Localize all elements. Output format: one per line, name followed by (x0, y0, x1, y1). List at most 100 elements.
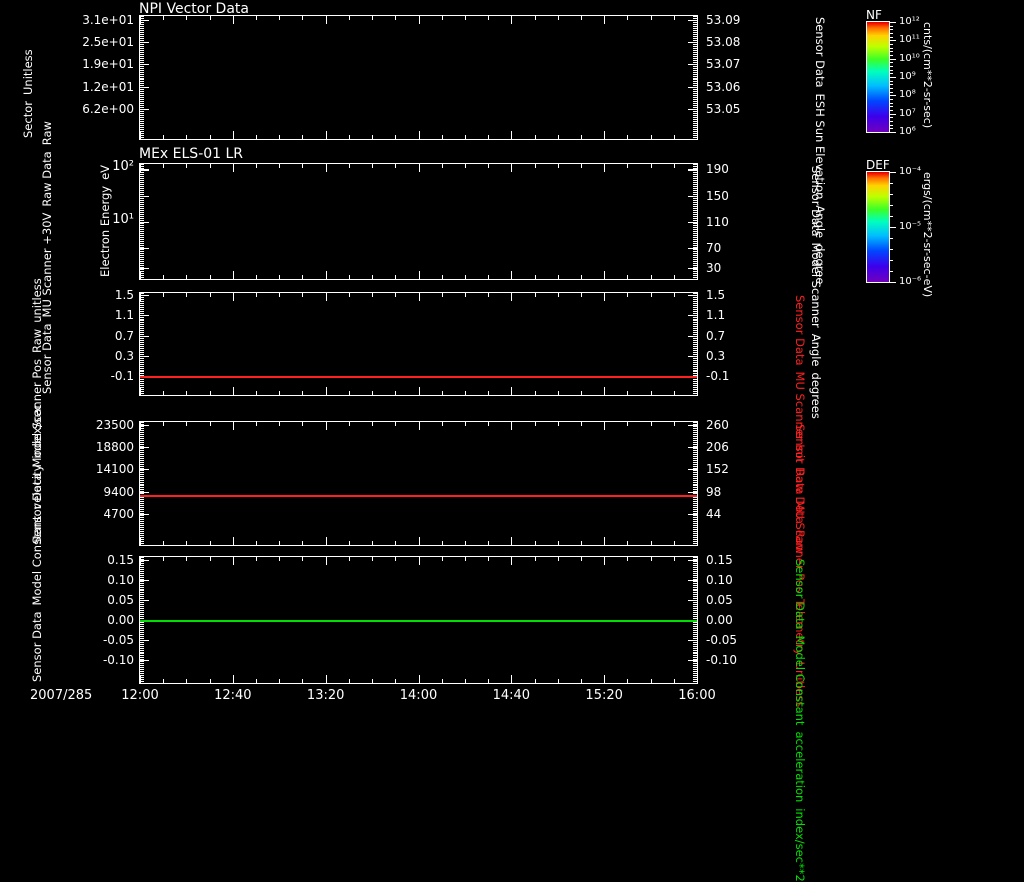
axis-tick-label: 14100 (95, 462, 134, 477)
axis-title-line: degrees (809, 372, 823, 419)
axis-tick-label: 53.05 (706, 102, 741, 117)
colorbar-nf-frame (866, 21, 890, 133)
npi-axis-ticks (139, 15, 698, 140)
panel-title-els: MEx ELS-01 LR (139, 146, 244, 162)
axis-tick-label: 98 (706, 484, 722, 499)
axis-tick-label: 1.1 (706, 308, 726, 323)
colorbar-tick-label: 10⁷ (899, 107, 916, 119)
panel-title-npi: NPI Vector Data (139, 1, 249, 17)
colorbar-tick-label: 10⁹ (899, 71, 916, 82)
axis-title-line: Angle (809, 333, 823, 367)
axis-tick-label: 0.7 (706, 328, 726, 343)
axis-title-line: Raw (40, 121, 54, 146)
axis-title-line: acceleration (793, 731, 807, 803)
colorbar-tick-label: 10⁸ (899, 89, 916, 101)
colorbar-nf-unit: cnts/(cm**2-sr-sec) (921, 22, 934, 129)
els-right-axis-title: Sensor Data Model Scanner Angle degrees (809, 166, 823, 419)
axis-title-line: Sensor Data (813, 17, 827, 88)
colorbar-tick-label: 10⁶ (899, 126, 916, 137)
axis-tick-label: 6.2e+00 (82, 102, 134, 117)
els-axis-ticks (139, 163, 698, 280)
axis-tick-label: 0.15 (107, 552, 134, 567)
scanpos-axis-ticks (139, 421, 698, 546)
axis-title-line: Raw Data (40, 151, 54, 207)
axis-tick-label: 0.00 (107, 613, 134, 627)
axis-title-line: Sensor Data (30, 611, 44, 682)
colorbar-title-nf: NF (866, 8, 882, 22)
axis-tick-label: 23500 (95, 417, 134, 432)
axis-title-line: index/sec (30, 403, 44, 459)
axis-tick-label: 3.1e+01 (82, 13, 134, 27)
xaxis-tick-label: 14:00 (399, 688, 438, 703)
axis-title-line: Raw (30, 328, 44, 353)
axis-tick-label: 0.05 (107, 592, 134, 607)
npi-left-axis-title: Sector Unitless (21, 49, 35, 138)
axis-tick-label: 30 (706, 261, 722, 276)
axis-tick-label: 150 (706, 188, 729, 203)
axis-tick-label: 0.10 (706, 572, 733, 587)
colorbar-nf (867, 22, 889, 132)
velocity-left-axis-title: Sensor Data Model Constant velocity inde… (30, 403, 44, 682)
els-left-axis-title: Electron Energy eV (98, 165, 112, 277)
velocity-right-axis-title: Sensor Data Model Constant acceleration … (793, 559, 807, 882)
axis-tick-label: 260 (706, 417, 729, 432)
axis-title-line: Electron Energy (98, 185, 112, 277)
axis-tick-label: 44 (706, 507, 722, 522)
axis-tick-label: 0.05 (706, 592, 733, 607)
axis-title-line: Sensor Data (793, 295, 807, 366)
colorbar-def-frame (866, 171, 890, 283)
axis-tick-label: 9400 (103, 484, 134, 499)
axis-title-line: Model Scanner (809, 242, 823, 328)
axis-tick-label: 70 (706, 240, 722, 255)
axis-tick-label: 18800 (95, 439, 134, 454)
colorbar-nf-ticks (889, 21, 897, 133)
axis-title-line: velocity (30, 464, 44, 510)
axis-tick-label: -0.10 (706, 652, 738, 667)
axis-tick-label: -0.05 (102, 632, 134, 647)
axis-title-line: Sector (21, 101, 35, 138)
axis-tick-label: 110 (706, 215, 729, 230)
colorbar-def-ticks (889, 171, 897, 283)
axis-tick-label: 2.5e+01 (82, 34, 134, 49)
axis-tick-label: 1.2e+01 (82, 79, 134, 94)
colorbar-def-unit: ergs/(cm**2-sr-sec-eV) (921, 172, 934, 298)
axis-tick-label: 0.15 (706, 552, 733, 567)
axis-tick-label: -0.1 (706, 369, 730, 384)
axis-tick-label: 10¹ (112, 211, 134, 227)
axis-tick-label: 1.5 (706, 288, 726, 303)
axis-tick-label: 0.00 (706, 613, 733, 627)
axis-tick-label: 0.10 (107, 572, 134, 587)
axis-tick-label: 53.08 (706, 34, 741, 49)
colorbar-tick-label: 10¹² (899, 16, 920, 27)
axis-title-line: Unitless (21, 49, 35, 96)
plot-canvas-root: NPI Vector Data 3.1e+01 2.5e+01 1.9e+01 1.2… (21, 1, 934, 882)
colorbar-tick-label: 10⁻⁵ (899, 221, 922, 232)
colorbar-tick-label: 10¹⁰ (899, 52, 920, 64)
colorbar-tick-label: 10¹¹ (899, 34, 920, 46)
axis-tick-label: 1.5 (114, 288, 134, 303)
colorbar-def (867, 172, 889, 282)
axis-tick-label: 0.3 (706, 348, 726, 363)
mu30v-axis-ticks (139, 292, 698, 396)
axis-tick-label: 1.1 (114, 308, 134, 323)
axis-tick-label: 152 (706, 462, 729, 477)
axis-tick-label: -0.10 (102, 652, 134, 667)
axis-title-line: Sensor Data (793, 424, 807, 495)
axis-title-line: index/sec**2 (793, 808, 807, 882)
axis-title-line: Model Constant (793, 635, 807, 726)
axis-tick-label: 206 (706, 439, 729, 454)
axis-title-line: unitless (30, 278, 44, 323)
velocity-trace (140, 620, 697, 622)
colorbar-tick-label: 10⁻⁴ (899, 166, 922, 177)
axis-tick-label: 1.9e+01 (82, 57, 134, 72)
axis-title-line: Sensor Data (809, 166, 823, 237)
xaxis-tick-label: 15:20 (585, 688, 623, 703)
axis-tick-label: 53.09 (706, 13, 741, 27)
axis-tick-label: 4700 (103, 507, 134, 522)
xaxis-tick-label: 13:20 (306, 688, 345, 703)
axis-tick-label: 53.06 (706, 79, 741, 94)
xaxis-tick-label: 14:40 (492, 688, 531, 703)
axis-tick-label: 10² (112, 159, 134, 175)
xaxis-tick-label: 12:00 (121, 688, 159, 703)
xaxis-tick-label: 16:00 (678, 688, 716, 703)
